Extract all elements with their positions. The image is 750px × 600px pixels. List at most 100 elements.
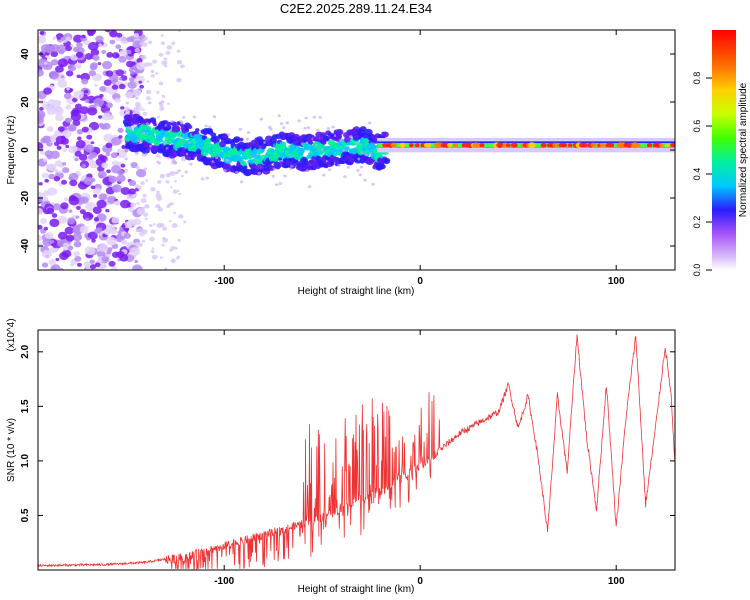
spectrogram-x-tick-label: -100 bbox=[214, 276, 234, 287]
noise-speck bbox=[157, 180, 162, 184]
noise-blob bbox=[54, 247, 59, 252]
spectrogram-marks bbox=[38, 30, 675, 270]
noise-blob bbox=[73, 240, 82, 248]
noise-blob bbox=[108, 175, 118, 183]
ridge-halo bbox=[200, 177, 205, 181]
ridge-halo bbox=[342, 148, 346, 152]
noise-blob bbox=[92, 206, 102, 214]
noise-blob bbox=[50, 50, 59, 58]
noise-speck bbox=[158, 156, 162, 159]
spectrogram-y-label: Frequency (Hz) bbox=[6, 116, 17, 185]
noise-speck bbox=[142, 108, 145, 111]
noise-blob bbox=[96, 250, 106, 258]
noise-blob bbox=[62, 162, 67, 166]
ridge-halo bbox=[303, 126, 307, 130]
colorbar-tick-label: 0.6 bbox=[692, 120, 702, 133]
ridge-halo bbox=[235, 170, 239, 174]
noise-blob bbox=[49, 150, 60, 160]
noise-blob bbox=[66, 70, 74, 77]
noise-blob bbox=[41, 262, 49, 268]
noise-blob bbox=[79, 225, 89, 234]
noise-blob bbox=[116, 251, 125, 259]
noise-blob bbox=[83, 261, 91, 267]
ridge-blob bbox=[224, 164, 231, 169]
noise-blob bbox=[82, 211, 94, 221]
ridge-halo bbox=[359, 165, 364, 169]
noise-blob bbox=[90, 264, 97, 270]
carrier-peak bbox=[506, 143, 511, 148]
noise-blob bbox=[39, 30, 45, 35]
noise-blob bbox=[114, 97, 121, 103]
colorbar-ticks: 0.0 0.2 0.4 0.6 0.8 bbox=[692, 72, 712, 276]
ridge-halo bbox=[239, 180, 244, 184]
noise-blob bbox=[52, 203, 61, 211]
noise-blob bbox=[84, 144, 95, 153]
noise-blob bbox=[109, 74, 119, 83]
ridge-halo bbox=[125, 101, 130, 105]
ridge-blob bbox=[233, 136, 241, 143]
noise-speck bbox=[140, 198, 147, 204]
ridge-blob bbox=[134, 138, 139, 142]
carrier-peak bbox=[664, 143, 670, 148]
noise-blob bbox=[66, 87, 70, 91]
noise-speck bbox=[180, 174, 184, 178]
noise-blob bbox=[89, 259, 95, 265]
noise-blob bbox=[56, 107, 62, 113]
snr-y-tick-label: 1.0 bbox=[20, 454, 31, 468]
spectrogram-plot: -100 0 100 -40 -20 0 20 40 Height of straight l… bbox=[6, 29, 676, 297]
noise-blob bbox=[38, 224, 43, 230]
noise-blob bbox=[61, 179, 68, 185]
ridge-blob bbox=[323, 135, 330, 142]
noise-blob bbox=[55, 114, 64, 122]
noise-speck bbox=[142, 193, 147, 198]
noise-blob bbox=[41, 172, 49, 179]
noise-blob bbox=[83, 89, 89, 94]
ridge-halo bbox=[145, 122, 150, 126]
noise-blob bbox=[66, 234, 75, 242]
colorbar-tick-label: 0.4 bbox=[692, 168, 702, 181]
noise-blob bbox=[110, 228, 118, 235]
noise-blob bbox=[40, 218, 48, 224]
noise-blob bbox=[42, 158, 48, 162]
noise-speck bbox=[174, 246, 178, 250]
noise-speck bbox=[160, 41, 166, 45]
ridge-halo bbox=[184, 170, 188, 174]
noise-speck bbox=[137, 52, 141, 55]
carrier-peak bbox=[634, 142, 641, 148]
noise-speck bbox=[176, 77, 182, 83]
ridge-blob bbox=[293, 159, 297, 164]
ridge-halo bbox=[312, 115, 317, 119]
noise-blob bbox=[115, 69, 124, 77]
noise-blob bbox=[81, 34, 86, 39]
ridge-blob bbox=[335, 129, 344, 136]
noise-blob bbox=[109, 39, 116, 45]
noise-blob bbox=[118, 83, 126, 90]
noise-speck bbox=[173, 211, 176, 215]
noise-speck bbox=[142, 111, 148, 116]
noise-blob bbox=[54, 169, 59, 173]
spectrogram-y-tick-label: 0 bbox=[20, 147, 31, 153]
spectrogram-x-label: Height of straight line (km) bbox=[298, 286, 415, 297]
ridge-halo bbox=[307, 185, 312, 189]
noise-blob bbox=[55, 257, 60, 262]
noise-blob bbox=[126, 49, 132, 55]
ridge-halo bbox=[343, 175, 347, 179]
noise-blob bbox=[119, 199, 131, 209]
noise-blob bbox=[41, 249, 52, 259]
noise-blob bbox=[130, 161, 138, 169]
noise-blob bbox=[135, 75, 140, 79]
noise-blob bbox=[118, 135, 123, 139]
ridge-halo bbox=[358, 173, 362, 177]
noise-blob bbox=[110, 165, 121, 174]
ridge-halo bbox=[192, 115, 197, 119]
ridge-halo bbox=[304, 116, 308, 120]
noise-speck bbox=[164, 267, 168, 270]
noise-blob bbox=[133, 33, 140, 38]
noise-blob bbox=[63, 242, 70, 248]
ridge-halo bbox=[322, 173, 326, 177]
noise-blob bbox=[38, 116, 44, 124]
noise-blob bbox=[58, 170, 62, 174]
ridge-halo bbox=[204, 124, 208, 128]
noise-blob bbox=[101, 112, 111, 121]
